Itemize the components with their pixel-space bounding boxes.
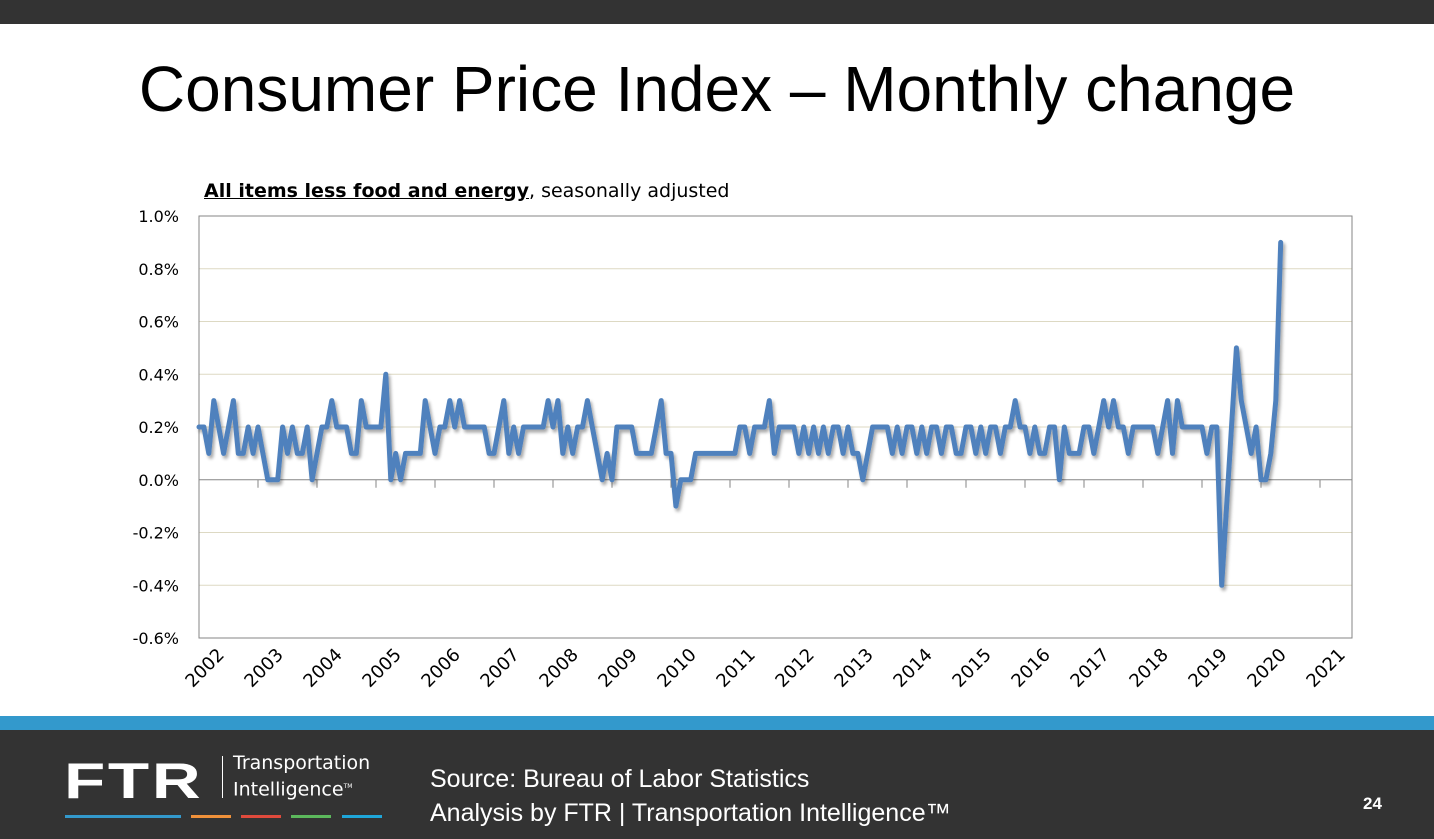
cpi-line-chart: -0.6%-0.4%-0.2%0.0%0.2%0.4%0.6%0.8%1.0% … [133, 207, 1353, 692]
x-tick-label: 2017 [1066, 644, 1113, 691]
x-tick-label: 2003 [240, 644, 287, 691]
logo-divider [222, 756, 223, 798]
y-tick-label: 1.0% [138, 207, 179, 226]
source-line-2: Analysis by FTR | Transportation Intelli… [430, 799, 951, 827]
logo-line-1: Transportation [233, 752, 371, 774]
footer-accent-band [0, 716, 1434, 730]
series-line [196, 239, 1284, 588]
x-tick-label: 2011 [712, 644, 759, 691]
x-tick-label: 2016 [1007, 644, 1054, 691]
logo-tagline: Transportation IntelligenceTM [233, 752, 370, 801]
x-tick-label: 2007 [476, 644, 523, 691]
x-tick-label: 2015 [948, 644, 995, 691]
x-tick-label: 2018 [1125, 644, 1172, 691]
y-tick-label: 0.2% [138, 418, 179, 437]
y-tick-label: 0.6% [138, 313, 179, 332]
y-tick-label: 0.0% [138, 471, 179, 490]
logo-tm: TM [343, 783, 353, 790]
slide-title: Consumer Price Index – Monthly change [138, 53, 1296, 125]
x-tick-label: 2005 [358, 644, 405, 691]
x-tick-label: 2021 [1302, 644, 1349, 691]
logo-stripe-4 [291, 815, 331, 818]
x-tick-label: 2002 [181, 644, 228, 691]
x-tick-label: 2010 [653, 644, 700, 691]
logo-stripe-3 [241, 815, 281, 818]
top-bar [0, 0, 1434, 24]
x-tick-label: 2012 [771, 644, 818, 691]
y-axis: -0.6% -0.4% -0.2% 0.0% 0.2% 0.4% 0.6% 0.8% 1.0% [133, 207, 179, 648]
chart-subtitle: All items less food and energy, seasonal… [204, 180, 729, 202]
logo-stripe-5 [342, 815, 382, 818]
x-tick-label: 2006 [417, 644, 464, 691]
footer [0, 730, 1434, 839]
chart-subtitle-rest: , seasonally adjusted [529, 180, 730, 202]
logo-stripe-2 [191, 815, 231, 818]
x-tick-label: 2013 [830, 644, 877, 691]
logo-stripe-1 [65, 815, 181, 818]
y-tick-label: -0.6% [133, 629, 179, 648]
source-note: Source: Bureau of Labor Statistics Analy… [430, 762, 951, 830]
x-tick-label: 2019 [1184, 644, 1231, 691]
x-axis-labels: 2002 2003 2004 2005 2006 2007 2008 2009 2010 2011… [181, 644, 1349, 691]
x-tick-label: 2004 [299, 644, 346, 691]
x-axis [199, 479, 1352, 488]
y-tick-label: 0.4% [138, 365, 179, 384]
x-tick-label: 2014 [889, 644, 936, 691]
x-tick-label: 2020 [1243, 644, 1290, 691]
page-number: 24 [1363, 794, 1382, 813]
gridlines [199, 268, 1352, 586]
logo-line-2: Intelligence [233, 778, 344, 801]
chart-subtitle-bold: All items less food and energy [204, 180, 529, 202]
x-tick-label: 2009 [594, 644, 641, 691]
y-tick-label: -0.4% [133, 576, 179, 595]
y-tick-label: -0.2% [133, 524, 179, 543]
ftr-logo: FTR [64, 753, 204, 809]
x-tick-label: 2008 [535, 644, 582, 691]
y-tick-label: 0.8% [138, 260, 179, 279]
source-line-1: Source: Bureau of Labor Statistics [430, 765, 810, 793]
